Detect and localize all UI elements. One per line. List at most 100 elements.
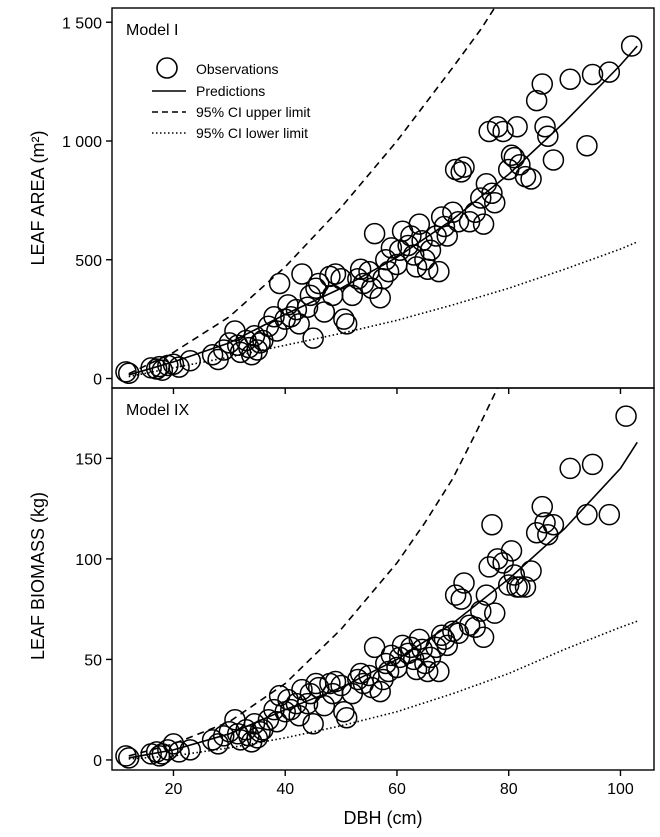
panel-bottom: 0 50 100 150 LEAF BIOMASS (kg) Model IX 20 4… [28, 387, 655, 828]
observation-point [436, 225, 459, 247]
observation-point [534, 511, 556, 534]
observation-point [425, 636, 447, 659]
observation-point [620, 35, 643, 57]
y-tick-label: 150 [75, 451, 102, 468]
observation-point [268, 272, 291, 295]
observation-point [179, 349, 201, 372]
observation-point [266, 320, 288, 342]
bottom-y-axis: 0 50 100 150 [75, 451, 112, 770]
observation-point [416, 660, 439, 683]
observation-point [349, 662, 372, 685]
observation-point [313, 694, 336, 717]
observation-point [369, 680, 391, 703]
curve-dashed [128, 388, 499, 757]
observation-point [115, 745, 137, 767]
observation-point [481, 513, 503, 536]
observation-point [291, 263, 313, 285]
y-tick-label: 0 [93, 753, 102, 770]
top-y-axis-label: LEAF AREA (m²) [28, 130, 48, 265]
legend-label-upper: 95% CI upper limit [196, 104, 310, 120]
observation-point [520, 168, 542, 190]
observation-point [576, 503, 598, 526]
observation-point [444, 584, 467, 606]
observation-point [436, 634, 459, 657]
y-tick-label: 100 [75, 552, 102, 569]
observation-point [324, 263, 347, 285]
observation-point [484, 192, 506, 214]
observation-point [598, 503, 621, 526]
observation-point [372, 668, 394, 691]
observation-point [428, 260, 450, 283]
observation-point [118, 362, 140, 385]
observation-point [324, 670, 347, 693]
observation-point [302, 327, 324, 349]
observation-point [453, 156, 475, 178]
observation-point [525, 89, 548, 112]
observation-point [506, 116, 528, 138]
observation-point [285, 298, 308, 321]
curve-dotted [128, 620, 638, 760]
bottom-observations [115, 405, 637, 769]
observation-point [492, 120, 514, 143]
x-tick-label: 60 [388, 781, 406, 798]
y-tick-label: 1 500 [62, 15, 102, 32]
observation-point [162, 353, 185, 375]
observation-point [201, 344, 224, 366]
observation-point [503, 146, 526, 169]
observation-point [285, 692, 308, 715]
observation-point [335, 706, 358, 729]
x-tick-label: 20 [165, 781, 183, 798]
observation-point [408, 213, 431, 235]
observation-point [531, 73, 553, 95]
observation-point [447, 211, 470, 233]
observation-point [414, 652, 436, 675]
observation-point [581, 453, 604, 476]
observation-point [450, 161, 472, 183]
observation-point [520, 560, 542, 582]
observation-point [151, 359, 174, 381]
observation-point [168, 356, 190, 378]
top-curves [128, 8, 638, 378]
observation-point [497, 574, 520, 596]
observation-point [341, 682, 364, 705]
top-x-ticks [172, 388, 622, 394]
observation-point [537, 524, 559, 546]
observation-point [598, 61, 621, 83]
observation-point [492, 552, 514, 574]
top-y-axis: 0 500 1 000 1 500 [62, 15, 112, 389]
observation-point [335, 313, 358, 335]
top-panel-label: Model I [126, 22, 178, 39]
y-tick-label: 50 [84, 652, 102, 669]
observation-point [280, 698, 302, 721]
observation-point [252, 719, 274, 741]
y-tick-label: 500 [75, 253, 102, 270]
observation-point [509, 154, 531, 176]
observation-point [299, 682, 322, 705]
observation-point [405, 256, 428, 278]
observation-point [333, 308, 355, 330]
observation-point [615, 405, 637, 427]
observation-point [288, 704, 310, 727]
observation-point [472, 626, 495, 649]
observation-point [478, 556, 500, 578]
observation-point [542, 513, 565, 536]
curve-dashed [128, 8, 496, 375]
observation-point [377, 260, 400, 283]
observation-point [307, 272, 330, 295]
observation-point [405, 658, 428, 681]
observation-point [559, 68, 581, 90]
observation-point [428, 660, 450, 683]
observation-point [168, 741, 190, 763]
observation-point [576, 135, 598, 157]
observation-point [503, 564, 526, 586]
observation-point [341, 284, 364, 307]
observation-point [453, 572, 475, 594]
observation-point [514, 576, 537, 598]
observation-point [157, 739, 179, 761]
observation-point [470, 187, 492, 209]
observation-point [213, 725, 235, 747]
observation-point [249, 721, 271, 743]
observation-point [179, 739, 201, 761]
